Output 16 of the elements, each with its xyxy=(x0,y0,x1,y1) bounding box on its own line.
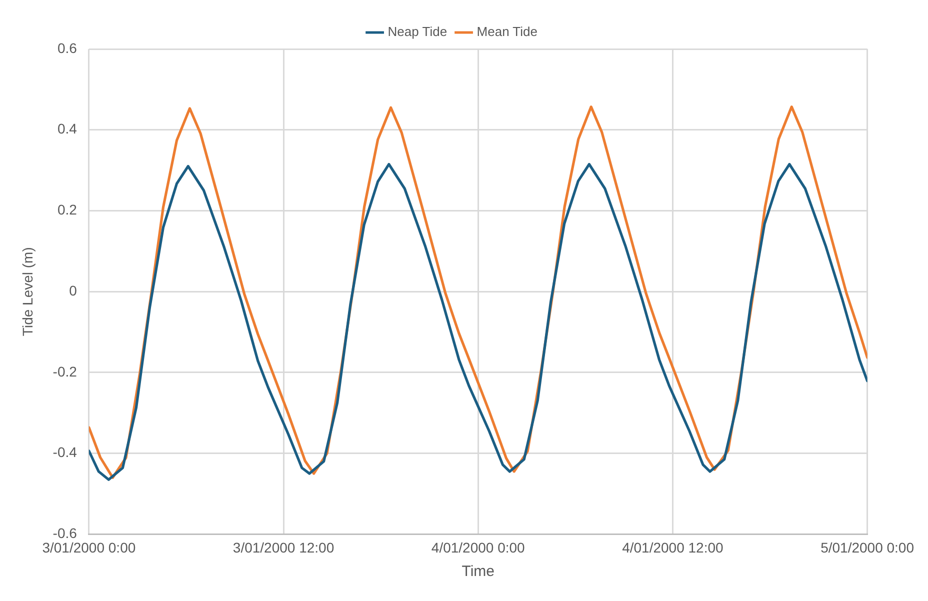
legend-label: Mean Tide xyxy=(476,24,538,40)
y-tick-label: 0.6 xyxy=(57,40,78,56)
y-axis-title: Tide Level (m) xyxy=(19,247,36,336)
y-tick-label: 0.2 xyxy=(57,202,78,218)
legend-label: Neap Tide xyxy=(388,24,448,40)
x-tick-label: 4/01/2000 12:00 xyxy=(622,539,724,556)
x-tick-label: 5/01/2000 0:00 xyxy=(820,539,914,556)
y-tick-label: -0.4 xyxy=(52,444,78,460)
x-tick-label: 4/01/2000 0:00 xyxy=(431,539,526,556)
y-tick-label: 0 xyxy=(69,282,78,298)
y-tick-label: -0.2 xyxy=(52,363,78,380)
x-axis-title: Time xyxy=(462,562,494,580)
y-tick-label: 0.4 xyxy=(57,120,78,137)
x-tick-label: 3/01/2000 0:00 xyxy=(42,539,136,556)
x-tick-label: 3/01/2000 12:00 xyxy=(232,539,334,556)
y-tick-label: -0.6 xyxy=(52,525,78,542)
